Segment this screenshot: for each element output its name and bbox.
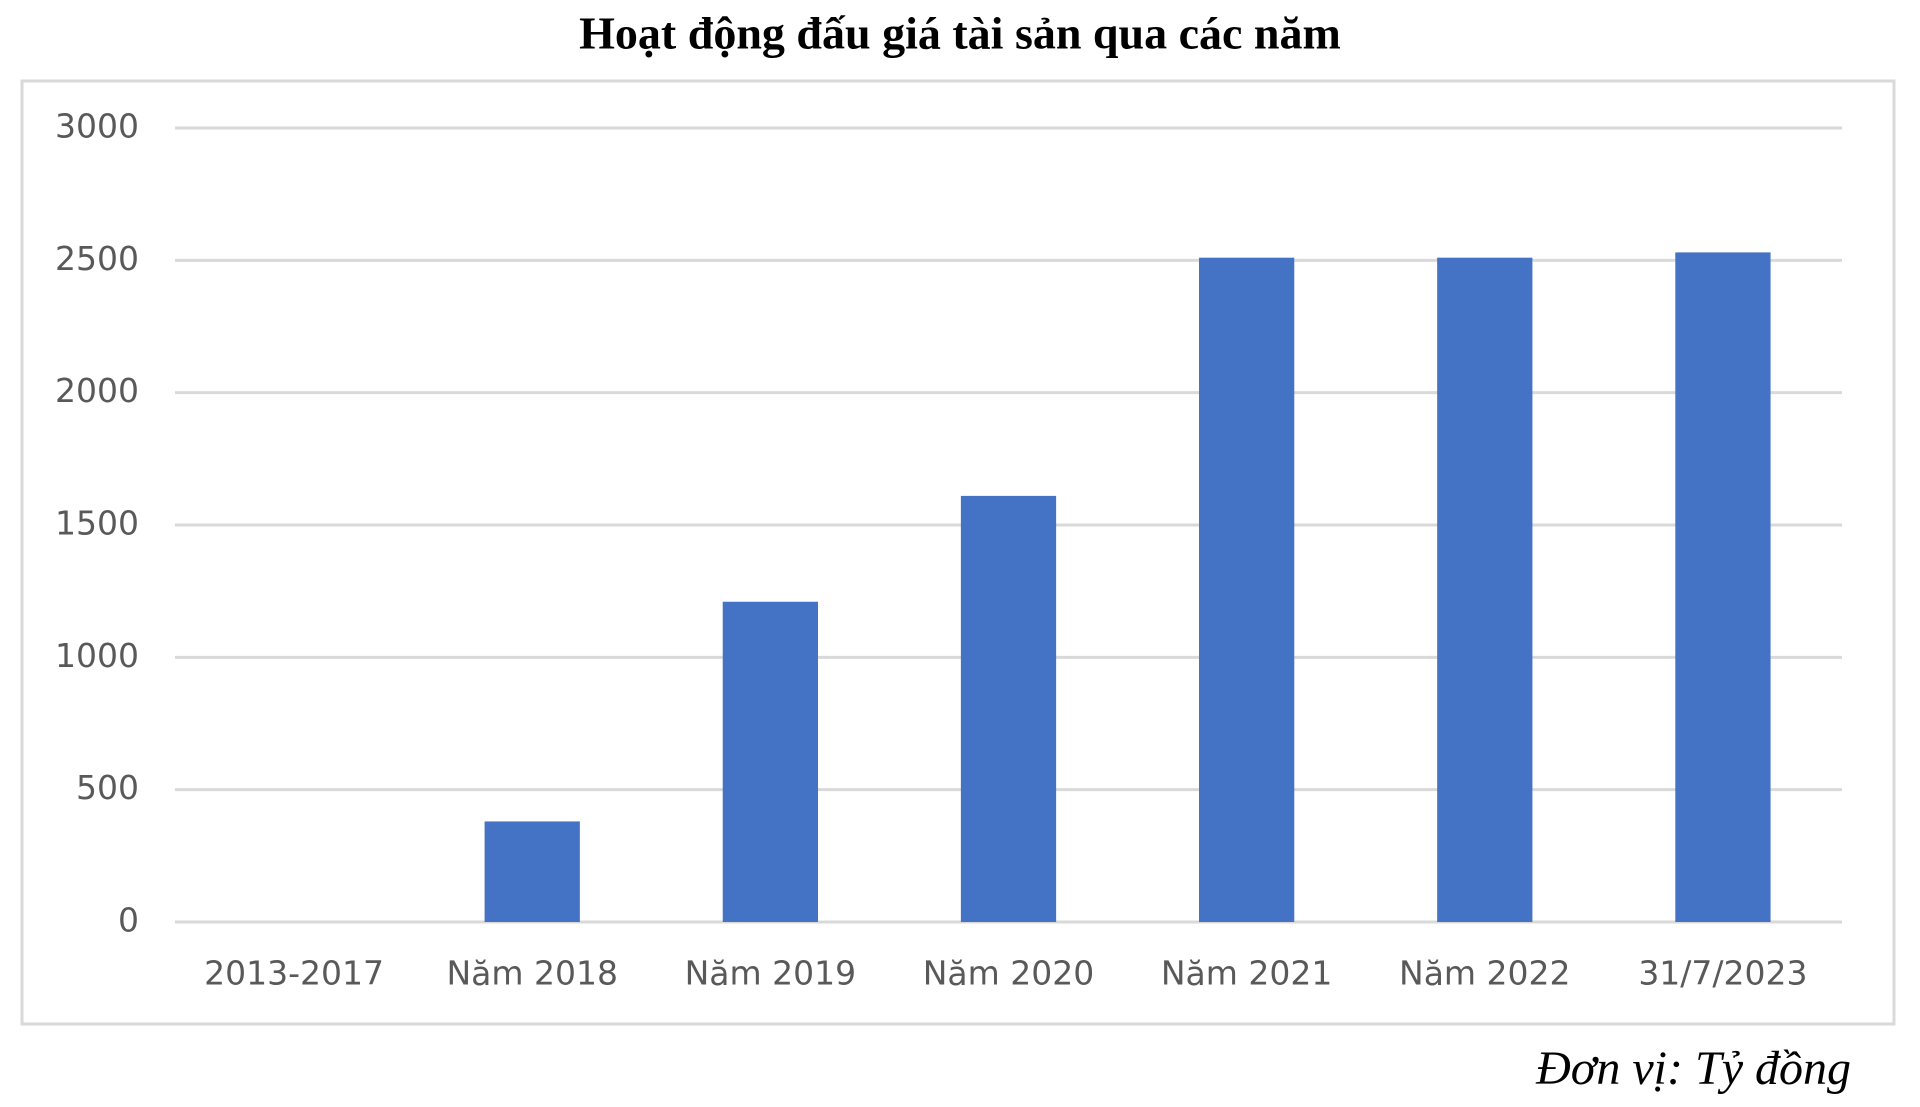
bar (960, 495, 1057, 922)
bar (1437, 257, 1533, 923)
chart-title: Hoạt động đấu giá tài sản qua các năm (579, 8, 1341, 59)
bar (1675, 252, 1771, 923)
chart-frame (20, 79, 1896, 1026)
y-tick-label: 500 (76, 768, 139, 807)
bar (722, 601, 818, 922)
bar (484, 821, 580, 922)
unit-note: Đơn vị: Tỷ đồng (1535, 1042, 1851, 1095)
y-tick-label: 0 (118, 901, 139, 940)
bar (1199, 257, 1295, 923)
y-tick-label: 2500 (55, 239, 139, 278)
y-tick-label: 1000 (55, 636, 139, 675)
x-tick-label: Năm 2022 (1399, 954, 1571, 993)
x-tick-label: Năm 2021 (1161, 954, 1333, 993)
y-tick-label: 1500 (55, 504, 139, 543)
x-tick-label: 2013-2017 (204, 954, 384, 993)
y-tick-label: 3000 (55, 107, 139, 146)
x-tick-label: Năm 2020 (923, 954, 1095, 993)
x-tick-label: Năm 2018 (446, 954, 618, 993)
y-tick-label: 2000 (55, 371, 139, 410)
x-tick-label: 31/7/2023 (1638, 954, 1807, 993)
x-tick-label: Năm 2019 (685, 954, 857, 993)
